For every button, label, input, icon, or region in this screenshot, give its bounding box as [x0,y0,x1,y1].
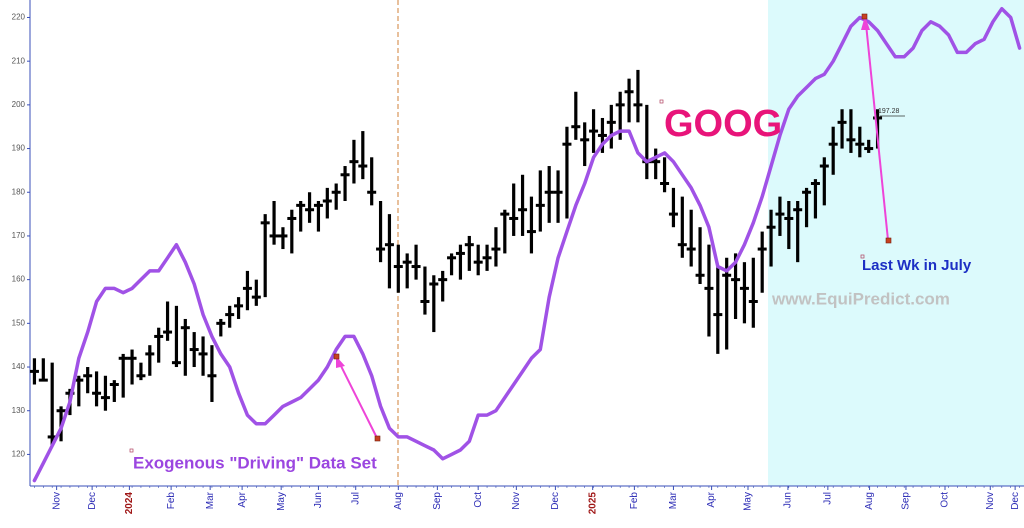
y-tick-label: 220 [12,13,26,22]
y-tick-label: 120 [12,450,26,459]
price-label: 197.28 [878,108,900,115]
x-tick-label: Aug [864,492,875,510]
x-tick-label: Jul [823,492,834,505]
x-tick-label: Dec [550,492,561,510]
anchor [129,448,134,453]
x-tick-label: Feb [629,492,640,510]
y-tick-label: 150 [12,318,26,327]
annotation: Last Wk in July [862,257,972,274]
arrow [333,353,381,442]
x-tick-label: Sep [901,492,912,510]
x-tick-label: Mar [668,491,679,509]
x-tick-label: May [743,492,754,511]
anchor [860,254,865,259]
x-tick-label: 2025 [587,492,598,515]
x-tick-label: Apr [237,491,248,507]
watermark: www.EquiPredict.com [771,289,950,308]
annotation: Exogenous "Driving" Data Set [133,453,377,472]
anchor [659,99,664,104]
x-tick-label: Feb [166,492,177,510]
x-tick-label: Nov [985,492,996,510]
y-tick-label: 180 [12,187,26,196]
x-tick-label: Aug [393,492,404,510]
x-tick-label: May [276,492,287,511]
driving-line [32,6,1022,483]
x-tick-label: Sep [432,492,443,510]
y-tick-label: 130 [12,406,26,415]
x-tick-label: 2024 [124,492,135,515]
ticker-title: GOOG [664,103,782,145]
x-tick-label: Jun [313,492,324,508]
y-tick-label: 170 [12,231,26,240]
y-tick-label: 210 [12,56,26,65]
forecast-region [768,0,1024,486]
x-tick-label: Jun [783,492,794,508]
x-tick-label: Nov [51,492,62,510]
x-tick-label: Jul [350,492,361,505]
y-tick-label: 200 [12,100,26,109]
y-tick-label: 190 [12,144,26,153]
y-tick-label: 140 [12,362,26,371]
x-tick-label: Dec [1010,492,1021,510]
x-tick-label: Oct [940,492,951,508]
plot: 120 130 140 150 160 170 180 190 200 210 220 Nov Dec 2… [12,6,1022,515]
x-tick-label: Apr [706,491,717,507]
x-tick-label: Nov [511,492,522,510]
y-tick-label: 160 [12,275,26,284]
x-tick-label: Dec [87,492,98,510]
arrow [861,13,892,244]
x-tick-label: Mar [205,491,216,509]
x-tick-label: Oct [473,492,484,508]
